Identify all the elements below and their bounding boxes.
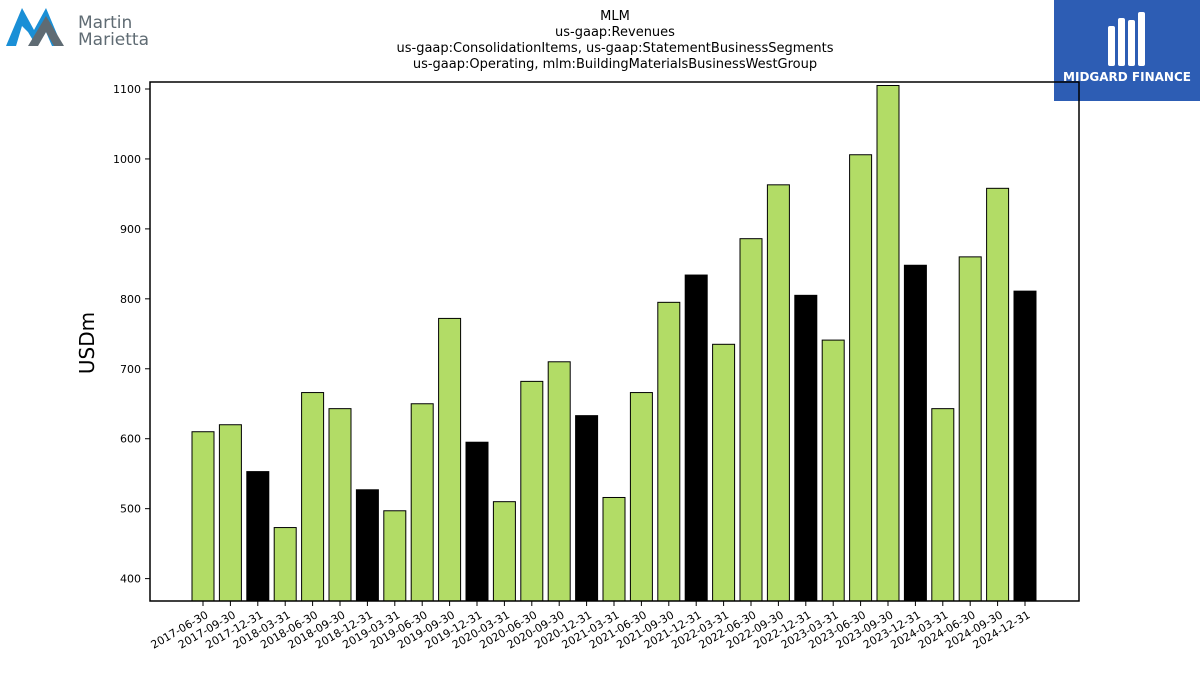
bar bbox=[328, 408, 352, 602]
bar bbox=[794, 294, 818, 602]
bar bbox=[903, 264, 927, 602]
midgard-emblem-icon bbox=[1108, 12, 1145, 66]
bar bbox=[246, 471, 270, 602]
logo-word-2: Marietta bbox=[78, 30, 150, 50]
bar bbox=[739, 238, 763, 602]
y-tick-label: 900 bbox=[120, 223, 141, 236]
bar bbox=[766, 184, 790, 602]
bar bbox=[684, 274, 708, 602]
y-tick-label: 1000 bbox=[113, 153, 141, 166]
bar bbox=[602, 496, 626, 602]
chart-title-line: MLM bbox=[600, 9, 630, 24]
logo-word-1: Martin bbox=[78, 13, 133, 33]
bar bbox=[821, 339, 845, 602]
y-tick-label: 800 bbox=[120, 293, 141, 306]
bar bbox=[657, 301, 681, 602]
chart-title-line: us-gaap:ConsolidationItems, us-gaap:Stat… bbox=[396, 41, 833, 56]
bar bbox=[520, 380, 544, 602]
y-axis-label: USDm bbox=[75, 312, 99, 374]
y-tick-label: 1100 bbox=[113, 83, 141, 96]
bar bbox=[492, 501, 516, 602]
bar bbox=[273, 527, 297, 602]
martin-marietta-logo: Martin Marietta bbox=[6, 4, 156, 50]
bar bbox=[876, 84, 900, 602]
bar bbox=[218, 424, 242, 602]
chart-title-line: us-gaap:Operating, mlm:BuildingMaterials… bbox=[413, 57, 817, 72]
bar bbox=[410, 403, 434, 602]
bar bbox=[465, 441, 489, 602]
bar bbox=[547, 361, 571, 602]
bar bbox=[629, 392, 653, 602]
y-tick-label: 400 bbox=[120, 573, 141, 586]
y-tick-label: 500 bbox=[120, 503, 141, 516]
x-axis: 2017-06-302017-09-302017-12-312018-03-31… bbox=[149, 601, 1033, 652]
y-axis: 400 500 600 700 800 900 1000 1100 bbox=[113, 83, 150, 586]
bar bbox=[355, 489, 379, 602]
bar bbox=[849, 154, 873, 602]
bar bbox=[438, 317, 462, 602]
mountain-icon bbox=[6, 8, 64, 46]
y-tick-label: 600 bbox=[120, 433, 141, 446]
bar bbox=[1013, 290, 1037, 602]
bar bbox=[958, 256, 982, 602]
bar bbox=[301, 392, 325, 602]
bar bbox=[931, 408, 955, 602]
bar bbox=[712, 343, 736, 602]
y-tick-label: 700 bbox=[120, 363, 141, 376]
bars-layer bbox=[191, 84, 1037, 602]
chart-title-line: us-gaap:Revenues bbox=[555, 25, 675, 40]
bar bbox=[383, 510, 407, 602]
bar bbox=[986, 187, 1010, 602]
bar bbox=[575, 415, 599, 602]
bar bbox=[191, 431, 215, 602]
midgard-logo-text: MIDGARD FINANCE bbox=[1063, 70, 1191, 84]
chart-title: MLMus-gaap:Revenuesus-gaap:Consolidation… bbox=[396, 9, 833, 72]
